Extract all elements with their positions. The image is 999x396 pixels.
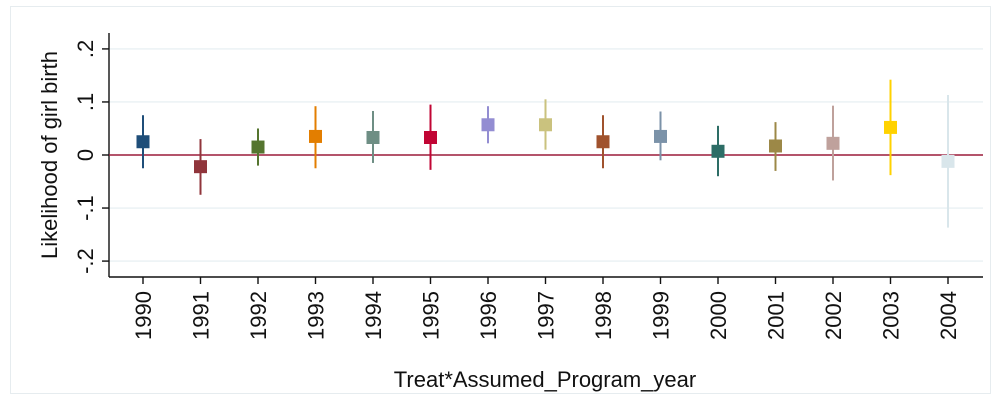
x-tick-label: 1992 <box>246 291 271 340</box>
point-estimate-1993 <box>309 129 322 143</box>
point-estimate-1992 <box>251 140 265 154</box>
y-tick-label: -.1 <box>73 195 98 221</box>
x-tick-label: 1996 <box>476 291 501 340</box>
y-axis-title: Likelihood of girl birth <box>37 51 62 259</box>
grid-lines <box>109 48 983 262</box>
point-estimate-2003 <box>884 120 897 134</box>
x-axis-title: Treat*Assumed_Program_year <box>394 367 696 392</box>
chart-frame: .2 .1 0 -.1 -.2 1990 1991 1992 1993 1994 1995 1996… <box>10 6 991 394</box>
y-tick-label: .2 <box>73 40 98 58</box>
point-estimate-1994 <box>366 130 380 144</box>
point-estimate-1995 <box>424 130 437 144</box>
point-estimate-1991 <box>194 160 207 174</box>
x-tick-label: 1994 <box>361 291 386 340</box>
point-estimate-1997 <box>539 118 552 132</box>
point-estimate-2001 <box>769 139 782 153</box>
point-estimate-2004 <box>941 154 955 168</box>
x-tick-label: 2001 <box>764 291 789 340</box>
y-tick-label: .1 <box>73 93 98 111</box>
x-tick-label: 1999 <box>649 291 674 340</box>
x-tick-label: 1997 <box>534 291 559 340</box>
x-tick-label: 2004 <box>936 291 961 340</box>
x-tick-label: 1998 <box>591 291 616 340</box>
point-estimate-1998 <box>596 135 610 149</box>
point-estimate-1996 <box>481 118 495 132</box>
y-tick-label: -.2 <box>73 248 98 274</box>
x-tick-label: 2002 <box>821 291 846 340</box>
x-tick-label: 2003 <box>879 291 904 340</box>
coefficient-plot: .2 .1 0 -.1 -.2 1990 1991 1992 1993 1994 1995 1996… <box>37 33 983 392</box>
point-estimate-1999 <box>654 129 667 143</box>
point-estimate-2002 <box>826 136 840 150</box>
x-ticks: 1990 1991 1992 1993 1994 1995 1996 1997 1998 1999… <box>131 277 961 340</box>
y-tick-label: 0 <box>73 149 98 161</box>
x-tick-label: 1991 <box>189 291 214 340</box>
x-tick-label: 2000 <box>706 291 731 340</box>
point-estimate-1990 <box>136 135 150 149</box>
y-ticks: .2 .1 0 -.1 -.2 <box>73 40 109 274</box>
x-tick-label: 1995 <box>419 291 444 340</box>
x-tick-label: 1993 <box>304 291 329 340</box>
point-estimate-2000 <box>711 144 725 158</box>
estimates <box>136 79 955 228</box>
x-tick-label: 1990 <box>131 291 156 340</box>
